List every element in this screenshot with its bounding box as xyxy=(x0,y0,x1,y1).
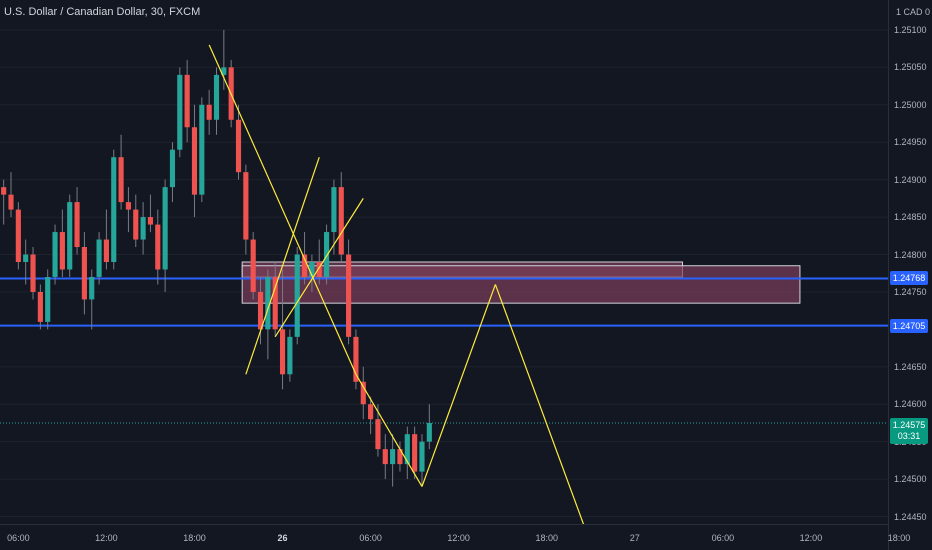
candle-body-34 xyxy=(250,239,256,292)
candle-body-22 xyxy=(162,187,168,270)
candle-body-43 xyxy=(316,262,322,277)
time-tick-label: 06:00 xyxy=(7,533,30,543)
candle-body-53 xyxy=(390,449,396,465)
price-tick-label: 1.24450 xyxy=(894,511,927,522)
symbol-title[interactable]: U.S. Dollar / Canadian Dollar, 30, FXCM xyxy=(4,6,201,18)
time-tick-label: 12:00 xyxy=(447,533,470,543)
candle-body-55 xyxy=(404,434,410,465)
candle-body-41 xyxy=(301,254,308,277)
candle-body-30 xyxy=(221,67,227,75)
price-tick-label: 1.24950 xyxy=(894,137,927,148)
candle-body-56 xyxy=(412,434,418,472)
candle-body-38 xyxy=(279,329,286,375)
candle-body-13 xyxy=(96,239,102,277)
candle-body-24 xyxy=(177,74,183,150)
pattern-line-3 xyxy=(355,373,423,487)
time-tick-label: 12:00 xyxy=(95,533,118,543)
price-tick-label: 1.24750 xyxy=(894,286,927,297)
time-tick-label: 18:00 xyxy=(887,533,911,543)
price-tick-label: 1.24900 xyxy=(894,174,927,185)
candle-body-39 xyxy=(287,336,293,375)
pattern-line-5 xyxy=(494,284,585,524)
candle-body-27 xyxy=(199,104,205,195)
candle-body-52 xyxy=(382,449,388,465)
price-tick-label: 1.25100 xyxy=(894,24,927,35)
candle-body-36 xyxy=(265,276,271,330)
current-price-value: 1.24575 xyxy=(892,419,926,430)
price-tick-label: 1.24800 xyxy=(894,249,927,260)
price-tick-label: 1.24850 xyxy=(894,212,927,223)
candle-body-57 xyxy=(419,441,425,472)
candle-body-11 xyxy=(81,247,87,300)
candle-body-25 xyxy=(184,74,190,128)
time-tick-label: 06:00 xyxy=(711,533,735,543)
pattern-line-1 xyxy=(245,157,320,375)
price-tick-label: 1.25050 xyxy=(894,62,927,73)
candle-body-20 xyxy=(147,217,154,225)
candle-body-4 xyxy=(30,254,36,292)
candle-body-23 xyxy=(169,149,176,188)
candle-body-28 xyxy=(206,104,212,120)
candle-body-7 xyxy=(52,232,58,277)
candle-body-26 xyxy=(191,127,198,195)
level-badge-upper: 1.24768 xyxy=(890,271,928,286)
bar-countdown: 03:31 xyxy=(897,430,921,441)
time-axis-divider xyxy=(0,524,888,525)
candle-body-37 xyxy=(272,276,278,330)
time-tick-label: 18:00 xyxy=(535,533,558,543)
time-tick-label: 18:00 xyxy=(183,533,206,543)
candle-body-48 xyxy=(353,336,359,382)
candle-body-21 xyxy=(155,224,161,270)
candle-body-50 xyxy=(368,404,374,420)
candle-body-40 xyxy=(294,254,300,337)
candle-body-19 xyxy=(140,217,146,240)
time-tick-label: 06:00 xyxy=(359,533,382,543)
price-tick-label: 1.24650 xyxy=(894,361,927,372)
pattern-line-4 xyxy=(421,284,496,487)
candle-body-9 xyxy=(67,202,73,270)
zone-box-1 xyxy=(241,265,801,304)
price-axis-divider xyxy=(888,0,889,550)
candle-body-2 xyxy=(15,209,21,262)
candle-body-5 xyxy=(37,291,43,322)
candle-body-6 xyxy=(45,276,51,322)
candle-body-14 xyxy=(103,239,109,262)
price-tick-label: 1.24600 xyxy=(894,399,927,410)
candle-body-29 xyxy=(213,74,220,120)
current-price-badge: 1.24575 03:31 xyxy=(890,417,928,444)
candle-body-42 xyxy=(309,262,315,277)
level-badge-lower: 1.24705 xyxy=(890,318,928,333)
candle-body-35 xyxy=(257,291,264,330)
candle-body-10 xyxy=(74,202,80,248)
candle-body-47 xyxy=(346,254,352,337)
candle-body-54 xyxy=(397,449,403,465)
candle-body-44 xyxy=(324,232,330,277)
pattern-line-0 xyxy=(208,44,357,375)
candle-body-49 xyxy=(360,381,366,405)
candle-body-46 xyxy=(338,187,344,255)
time-tick-label: 27 xyxy=(629,533,640,543)
candle-body-45 xyxy=(331,187,337,233)
candle-body-58 xyxy=(426,422,432,442)
currency-label[interactable]: 1 CAD 0 xyxy=(896,7,931,17)
candle-body-17 xyxy=(125,202,131,210)
candle-body-3 xyxy=(23,254,29,262)
price-tick-label: 1.24500 xyxy=(894,474,927,485)
candle-body-33 xyxy=(243,172,249,240)
candle-body-51 xyxy=(375,419,381,450)
candle-body-0 xyxy=(1,187,7,195)
candle-body-1 xyxy=(8,194,14,210)
pattern-line-2 xyxy=(274,198,364,338)
candle-body-15 xyxy=(111,157,117,262)
price-tick-label: 1.25000 xyxy=(894,99,927,110)
candle-body-8 xyxy=(59,232,65,270)
candle-body-32 xyxy=(235,119,242,173)
candle-body-12 xyxy=(89,276,95,300)
price-chart[interactable] xyxy=(0,0,888,524)
time-tick-label: 26 xyxy=(277,533,288,543)
candle-body-16 xyxy=(118,157,124,203)
time-tick-label: 12:00 xyxy=(799,533,823,543)
candle-body-18 xyxy=(133,209,139,240)
